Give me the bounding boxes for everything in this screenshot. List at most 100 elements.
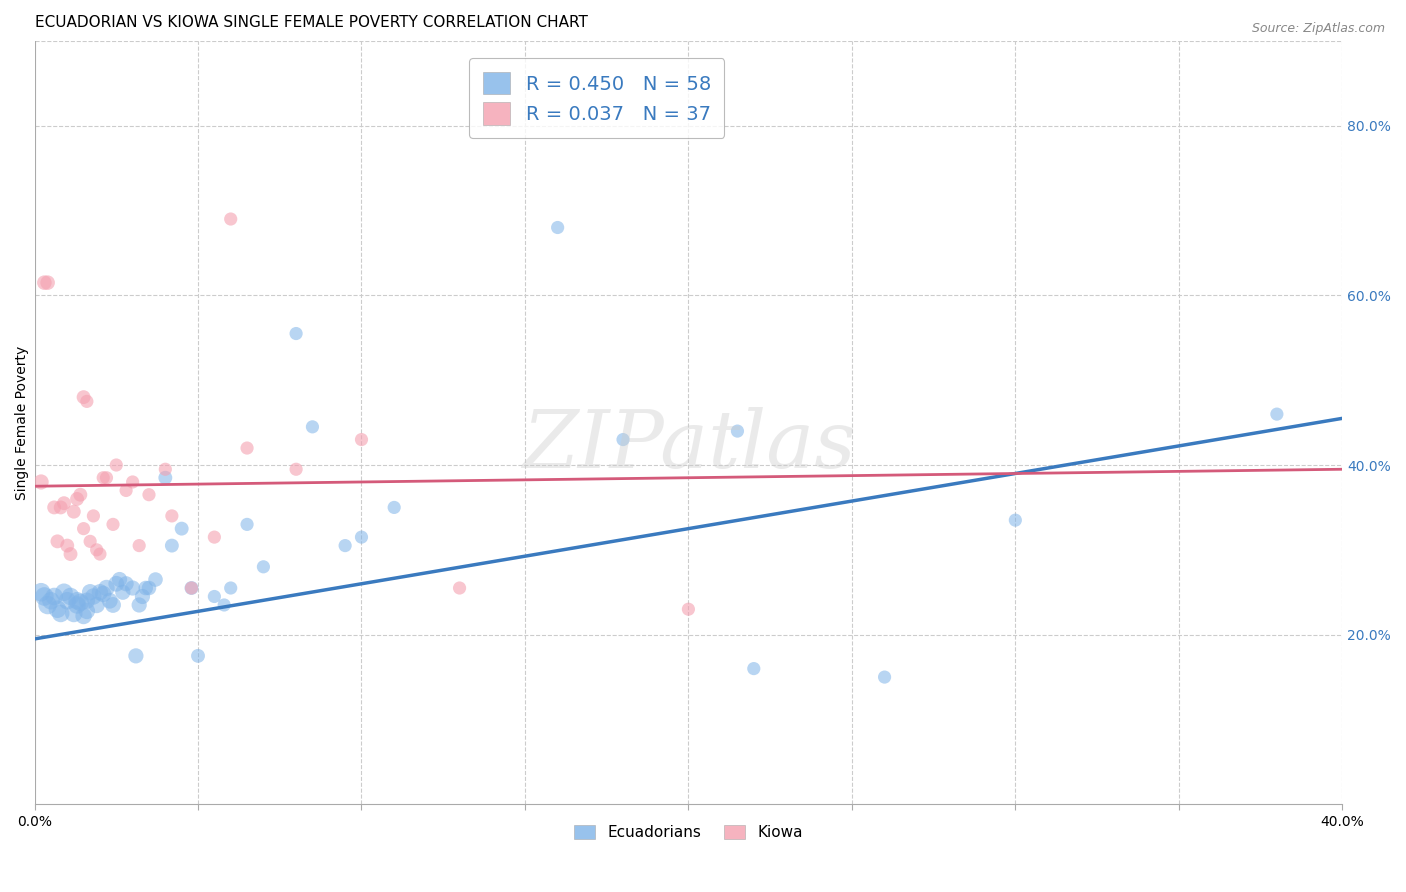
Point	[46, 534, 69, 549]
Point	[125, 648, 148, 663]
Point	[301, 420, 323, 434]
Point	[219, 581, 242, 595]
Point	[69, 595, 91, 609]
Point	[612, 433, 634, 447]
Point	[449, 581, 471, 595]
Point	[30, 585, 52, 599]
Point	[111, 585, 134, 599]
Point	[59, 590, 82, 604]
Point	[350, 433, 373, 447]
Point	[187, 648, 209, 663]
Point	[49, 607, 72, 621]
Point	[108, 573, 131, 587]
Point	[82, 590, 104, 604]
Point	[131, 590, 153, 604]
Point	[285, 326, 308, 341]
Point	[138, 581, 160, 595]
Text: ECUADORIAN VS KIOWA SINGLE FEMALE POVERTY CORRELATION CHART: ECUADORIAN VS KIOWA SINGLE FEMALE POVERT…	[35, 15, 588, 30]
Point	[170, 522, 193, 536]
Point	[236, 441, 259, 455]
Point	[212, 598, 235, 612]
Point	[101, 517, 124, 532]
Point	[1004, 513, 1026, 527]
Point	[91, 471, 114, 485]
Point	[91, 587, 114, 601]
Point	[62, 607, 84, 621]
Point	[547, 220, 569, 235]
Point	[105, 576, 128, 591]
Text: ZIPatlas: ZIPatlas	[522, 407, 855, 484]
Point	[53, 585, 76, 599]
Point	[79, 585, 101, 599]
Y-axis label: Single Female Poverty: Single Female Poverty	[15, 345, 30, 500]
Point	[236, 517, 259, 532]
Point	[135, 581, 157, 595]
Point	[333, 539, 356, 553]
Point	[34, 590, 56, 604]
Point	[30, 475, 52, 489]
Point	[96, 581, 118, 595]
Point	[89, 585, 111, 599]
Point	[252, 559, 274, 574]
Point	[82, 508, 104, 523]
Point	[44, 590, 66, 604]
Point	[155, 471, 177, 485]
Point	[72, 609, 94, 624]
Point	[62, 505, 84, 519]
Point	[86, 542, 108, 557]
Point	[180, 581, 202, 595]
Point	[69, 488, 91, 502]
Point	[742, 662, 765, 676]
Text: Source: ZipAtlas.com: Source: ZipAtlas.com	[1251, 22, 1385, 36]
Point	[285, 462, 308, 476]
Point	[76, 604, 98, 618]
Point	[66, 598, 89, 612]
Point	[76, 593, 98, 607]
Point	[46, 602, 69, 616]
Point	[121, 475, 143, 489]
Point	[115, 576, 138, 591]
Point	[873, 670, 896, 684]
Point	[34, 276, 56, 290]
Point	[202, 590, 225, 604]
Point	[59, 547, 82, 561]
Point	[160, 539, 183, 553]
Point	[86, 598, 108, 612]
Point	[678, 602, 700, 616]
Point	[98, 593, 121, 607]
Point	[128, 539, 150, 553]
Point	[76, 394, 98, 409]
Point	[160, 508, 183, 523]
Point	[350, 530, 373, 544]
Point	[727, 424, 749, 438]
Point	[66, 491, 89, 506]
Legend: Ecuadorians, Kiowa: Ecuadorians, Kiowa	[568, 819, 810, 847]
Point	[101, 598, 124, 612]
Point	[105, 458, 128, 472]
Point	[202, 530, 225, 544]
Point	[79, 534, 101, 549]
Point	[219, 212, 242, 227]
Point	[66, 593, 89, 607]
Point	[128, 598, 150, 612]
Point	[72, 390, 94, 404]
Point	[180, 581, 202, 595]
Point	[115, 483, 138, 498]
Point	[121, 581, 143, 595]
Point	[72, 522, 94, 536]
Point	[382, 500, 405, 515]
Point	[96, 471, 118, 485]
Point	[56, 539, 79, 553]
Point	[56, 593, 79, 607]
Point	[145, 573, 167, 587]
Point	[155, 462, 177, 476]
Point	[39, 593, 62, 607]
Point	[138, 488, 160, 502]
Point	[1265, 407, 1288, 421]
Point	[44, 500, 66, 515]
Point	[37, 276, 59, 290]
Point	[89, 547, 111, 561]
Point	[53, 496, 76, 510]
Point	[49, 500, 72, 515]
Point	[37, 598, 59, 612]
